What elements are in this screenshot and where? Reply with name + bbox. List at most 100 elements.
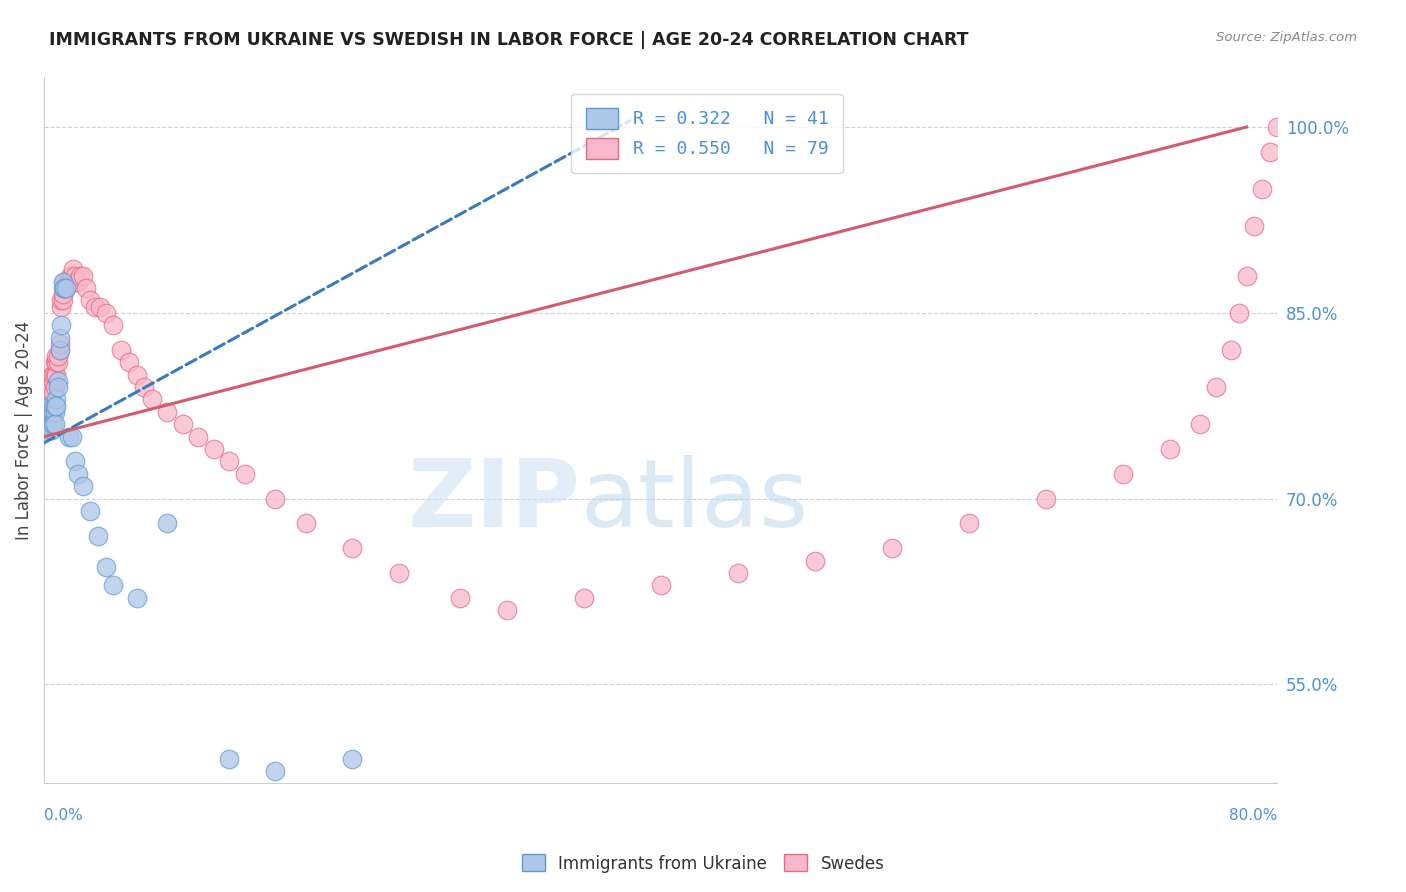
Point [38,411,60,425]
Point [52,287,75,301]
Point [53,281,76,295]
Point [46,349,69,363]
Point [650,578,672,592]
Point [58,275,80,289]
Point [727,566,749,580]
Point [53,281,76,295]
Point [44,380,66,394]
Point [79,504,101,518]
Text: Source: ZipAtlas.com: Source: ZipAtlas.com [1216,31,1357,45]
Point [103,578,125,592]
Point [342,752,364,766]
Point [46,380,69,394]
Point [42,399,65,413]
Point [295,516,318,531]
Legend: R = 0.322   N = 41, R = 0.550   N = 79: R = 0.322 N = 41, R = 0.550 N = 79 [571,94,842,173]
Point [94,306,117,320]
Point [39,374,62,388]
Point [42,374,65,388]
Point [48,343,70,357]
Point [94,559,117,574]
Point [79,293,101,308]
Point [103,318,125,333]
Point [42,405,65,419]
Point [44,355,66,369]
Point [110,343,132,357]
Point [1258,145,1281,159]
Point [1220,343,1243,357]
Point [49,300,72,314]
Point [45,399,67,413]
Point [1267,120,1289,134]
Point [202,442,225,456]
Point [264,764,287,778]
Point [38,392,60,407]
Point [84,300,107,314]
Point [46,374,69,388]
Point [44,405,66,419]
Point [156,405,179,419]
Point [63,268,86,283]
Point [804,553,827,567]
Point [44,368,66,382]
Point [342,541,364,555]
Point [218,752,240,766]
Point [52,293,75,308]
Point [1236,268,1258,283]
Point [66,467,89,481]
Point [52,281,75,295]
Point [37,417,59,432]
Text: atlas: atlas [581,455,808,547]
Point [39,386,62,401]
Point [1243,219,1265,233]
Point [48,336,70,351]
Point [45,368,67,382]
Point [41,417,63,432]
Point [65,275,87,289]
Point [118,355,141,369]
Point [38,424,60,438]
Point [56,275,79,289]
Point [45,355,67,369]
Point [41,368,63,382]
Point [41,424,63,438]
Point [72,268,94,283]
Point [87,529,110,543]
Point [880,541,903,555]
Point [49,318,72,333]
Point [60,268,83,283]
Text: 0.0%: 0.0% [44,808,83,823]
Point [233,467,256,481]
Point [264,491,287,506]
Point [55,281,77,295]
Point [62,262,84,277]
Point [63,454,86,468]
Point [48,343,70,357]
Point [42,368,65,382]
Point [134,380,156,394]
Point [59,268,82,283]
Point [41,405,63,419]
Point [60,430,83,444]
Point [449,591,471,605]
Point [41,380,63,394]
Point [1251,182,1274,196]
Point [39,399,62,413]
Point [52,275,75,289]
Point [37,399,59,413]
Text: IMMIGRANTS FROM UKRAINE VS SWEDISH IN LABOR FORCE | AGE 20-24 CORRELATION CHART: IMMIGRANTS FROM UKRAINE VS SWEDISH IN LA… [49,31,969,49]
Point [66,275,89,289]
Point [125,368,148,382]
Point [495,603,517,617]
Point [1035,491,1057,506]
Point [388,566,411,580]
Point [1189,417,1212,432]
Point [55,281,77,295]
Point [49,293,72,308]
Point [156,516,179,531]
Point [41,386,63,401]
Point [218,454,240,468]
Point [69,268,91,283]
Y-axis label: In Labor Force | Age 20-24: In Labor Force | Age 20-24 [15,321,32,540]
Point [39,417,62,432]
